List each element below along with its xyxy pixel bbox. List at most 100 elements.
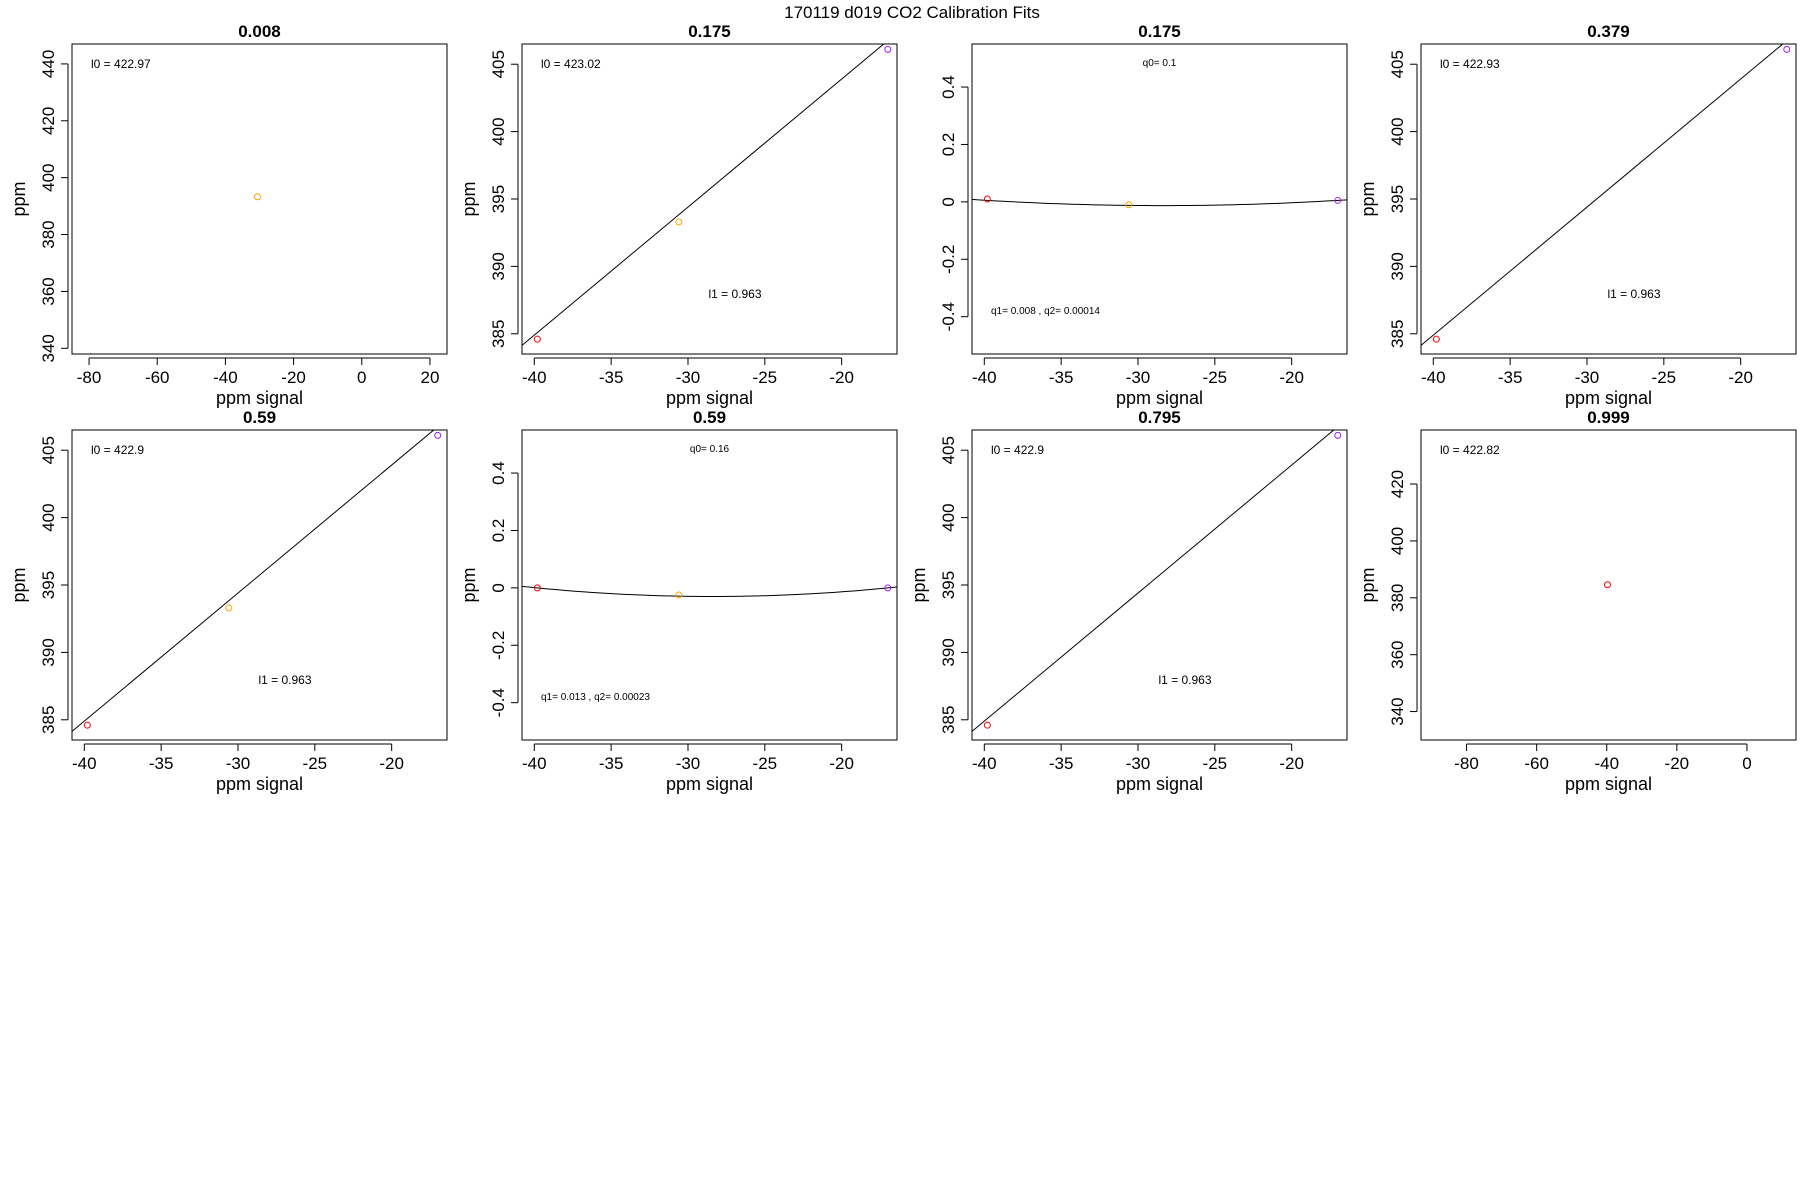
y-tick-label: 390 [489,252,508,280]
annotation: l1 = 0.963 [708,287,761,301]
y-tick-label: 340 [39,334,58,362]
annotation: l0 = 423.02 [541,57,601,71]
x-tick-label: 20 [420,368,439,387]
x-tick-label: -80 [77,368,102,387]
y-tick-label: -0.2 [489,631,508,660]
y-tick-label: 360 [39,277,58,305]
panel-4: 0.379 -40 -35 -30 -25 -20 385 390 395 400 405 ppm s… [1358,22,1797,408]
panel-grid: 0.008 -80 -60 -40 -20 0 20 340 360 380 400 420 440 pp… [9,22,1797,794]
data-point-purple [884,584,892,592]
x-tick-label: 0 [357,368,366,387]
plot-frame [1420,429,1797,741]
x-tick-label: -35 [1498,368,1523,387]
y-tick-label: 395 [939,571,958,599]
x-tick-label: -30 [676,754,701,773]
x-tick-label: -20 [829,368,854,387]
panel-3: 0.175 -40 -35 -30 -25 -20 -0.4 -0.2 0 0.2 0.4 ppm s… [939,22,1348,408]
x-tick-label: -20 [1728,368,1753,387]
plot-frame [971,43,1348,355]
x-tick-label: -40 [522,368,547,387]
y-axis-label: ppm [459,181,479,216]
x-tick-label: -80 [1454,754,1479,773]
y-tick-label: 340 [1388,697,1407,725]
plot-frame [71,43,448,355]
y-tick-label: 405 [939,436,958,464]
panel-title: 0.008 [238,22,281,41]
x-tick-label: -40 [72,754,97,773]
x-axis-label: ppm signal [1116,774,1203,794]
x-tick-label: -25 [303,754,328,773]
y-tick-label: 420 [1388,470,1407,498]
fit-curve [972,198,1347,207]
fit-curve [522,585,897,597]
x-tick-label: -25 [1203,754,1228,773]
y-tick-label: 0.2 [489,519,508,543]
x-tick-label: -35 [1049,368,1074,387]
data-point-orange [253,193,261,201]
y-tick-label: -0.4 [489,688,508,717]
y-tick-label: -0.4 [939,302,958,331]
x-tick-label: -20 [1279,368,1304,387]
x-axis-label: ppm signal [1116,388,1203,408]
y-tick-label: 0.2 [939,133,958,157]
y-tick-label: 400 [1388,527,1407,555]
x-tick-label: -40 [972,754,997,773]
panel-title: 0.175 [688,22,731,41]
y-tick-label: 420 [39,107,58,135]
x-tick-label: -30 [1575,368,1600,387]
annotation: q0= 0.16 [690,444,730,455]
panel-title: 0.795 [1138,408,1181,427]
data-point-red [1432,335,1440,343]
x-tick-label: -35 [599,754,624,773]
y-tick-label: 390 [1388,252,1407,280]
x-axis-label: ppm signal [216,774,303,794]
panel-title: 0.175 [1138,22,1181,41]
fit-line [972,430,1335,732]
data-point-orange [675,591,683,599]
x-tick-label: -30 [676,368,701,387]
y-tick-label: 385 [1388,320,1407,348]
plot-frame [521,43,898,355]
x-tick-label: -20 [1279,754,1304,773]
data-point-orange [225,604,233,612]
x-tick-label: -35 [599,368,624,387]
x-tick-label: -40 [213,368,238,387]
data-point-red [533,584,541,592]
panel-title: 0.999 [1587,408,1630,427]
y-tick-label: 380 [39,220,58,248]
y-axis-label: ppm [459,567,479,602]
panel-2: 0.175 -40 -35 -30 -25 -20 385 390 395 400 405 ppm s… [459,22,898,408]
annotation: q1= 0.013 , q2= 0.00023 [541,692,650,703]
data-point-red [983,195,991,203]
x-tick-label: -25 [753,754,778,773]
x-tick-label: -35 [149,754,174,773]
x-tick-label: -40 [1421,368,1446,387]
data-point-purple [434,431,442,439]
data-point-purple [1334,196,1342,204]
x-tick-label: -25 [1652,368,1677,387]
plot-frame [1420,43,1797,355]
panel-6: 0.59 -40 -35 -30 -25 -20 -0.4 -0.2 0 0.2 0.4 ppm si… [459,408,898,794]
y-tick-label: 405 [39,436,58,464]
annotation: l0 = 422.9 [91,443,144,457]
x-tick-label: -30 [226,754,251,773]
data-point-orange [1125,201,1133,209]
y-tick-label: 385 [489,320,508,348]
x-tick-label: -40 [972,368,997,387]
panel-title: 0.59 [693,408,726,427]
annotation: l1 = 0.963 [1158,673,1211,687]
annotation: l1 = 0.963 [1607,287,1660,301]
x-axis-label: ppm signal [1565,774,1652,794]
fit-line [72,430,435,732]
panel-5: 0.59 -40 -35 -30 -25 -20 385 390 395 400 405 ppm si… [9,408,448,794]
y-tick-label: 380 [1388,584,1407,612]
y-tick-label: 405 [1388,50,1407,78]
x-axis-label: ppm signal [666,774,753,794]
plot-frame [71,429,448,741]
y-tick-label: 440 [39,50,58,78]
fit-line [1421,44,1784,346]
y-tick-label: -0.2 [939,245,958,274]
annotation: l1 = 0.963 [258,673,311,687]
y-tick-label: 400 [1388,117,1407,145]
y-tick-label: 405 [489,50,508,78]
